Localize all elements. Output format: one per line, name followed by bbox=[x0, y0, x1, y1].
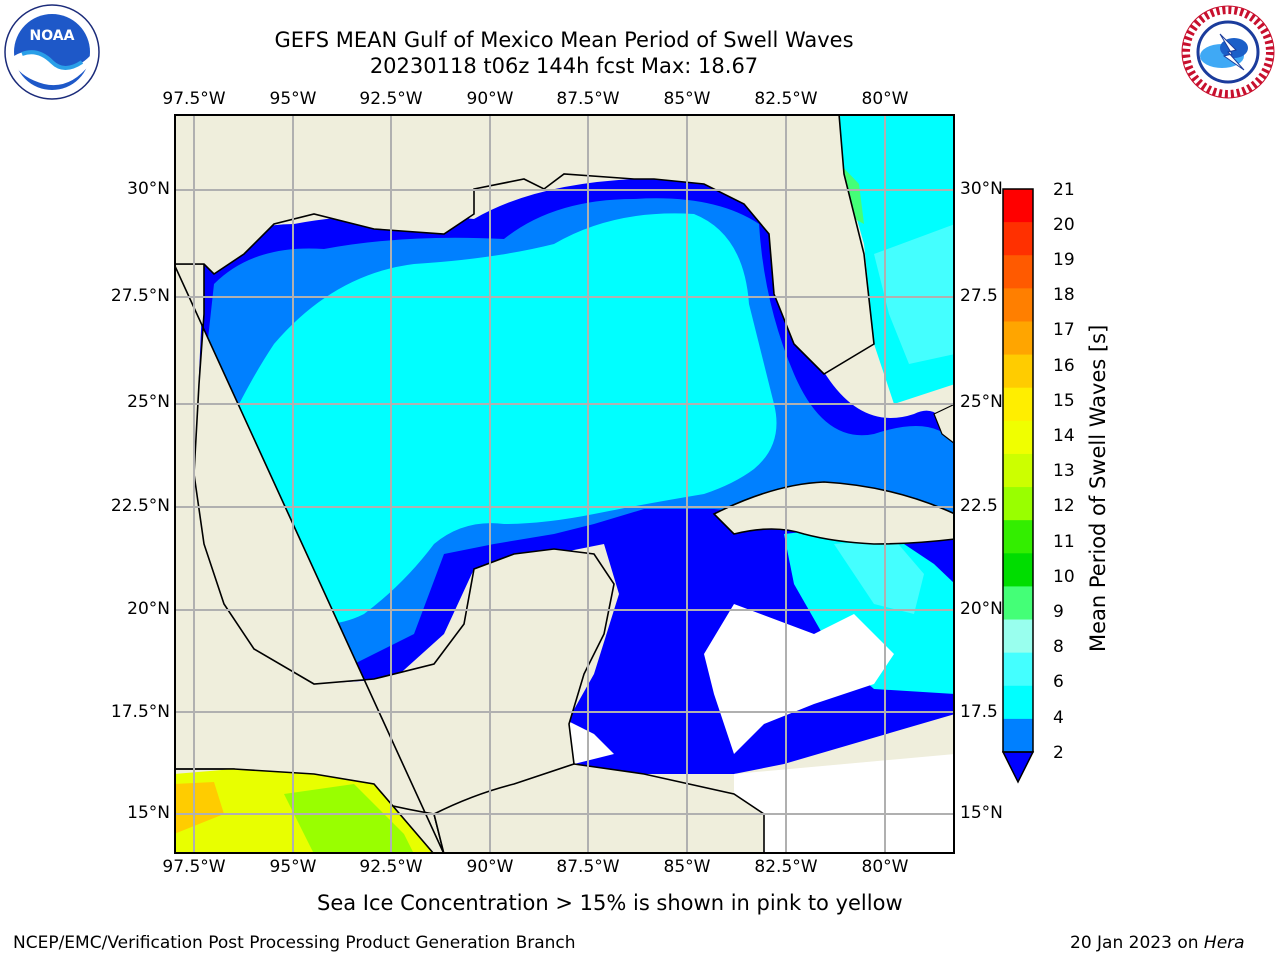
lon-label-bottom: 82.5°W bbox=[754, 857, 818, 877]
noaa-logo-text: NOAA bbox=[30, 28, 75, 44]
land-central-america bbox=[433, 763, 765, 854]
lon-label-top: 82.5°W bbox=[754, 89, 818, 109]
lon-label-top: 92.5°W bbox=[359, 89, 423, 109]
lat-label-left: 27.5°N bbox=[110, 286, 170, 306]
noaa-logo: NOAA bbox=[4, 4, 100, 100]
lon-label-bottom: 92.5°W bbox=[359, 857, 423, 877]
footer-host: Hera bbox=[1203, 933, 1245, 953]
lon-label-bottom: 97.5°W bbox=[162, 857, 226, 877]
lon-label-top: 80°W bbox=[861, 89, 909, 109]
colorbar-tick: 19 bbox=[1053, 250, 1075, 270]
colorbar-segment bbox=[1003, 652, 1033, 687]
colorbar-segment bbox=[1003, 718, 1033, 753]
map-border bbox=[174, 114, 955, 854]
pacific-swell-16-17s bbox=[174, 782, 224, 834]
colorbar-segment bbox=[1003, 222, 1033, 256]
lat-label-left: 30°N bbox=[127, 179, 170, 199]
colorbar-tick: 4 bbox=[1053, 708, 1064, 728]
lat-label-right: 22.5 bbox=[960, 496, 998, 516]
colorbar-tick: 14 bbox=[1053, 426, 1075, 446]
colorbar-segment bbox=[1003, 685, 1033, 720]
colorbar-segment bbox=[1003, 420, 1033, 455]
map-title-line1: GEFS MEAN Gulf of Mexico Mean Period of … bbox=[274, 28, 854, 52]
colorbar-segment bbox=[1003, 453, 1033, 488]
colorbar-tick: 2 bbox=[1053, 743, 1064, 763]
colorbar-tick: 8 bbox=[1053, 637, 1064, 657]
sea-ice-note: Sea Ice Concentration > 15% is shown in … bbox=[317, 891, 903, 915]
colorbar-tick: 13 bbox=[1053, 461, 1075, 481]
lon-label-top: 95°W bbox=[269, 89, 317, 109]
footer-date-text: 20 Jan 2023 on bbox=[1070, 933, 1204, 953]
lat-label-right: 25°N bbox=[960, 392, 1003, 412]
colorbar-segment bbox=[1003, 321, 1033, 356]
colorbar-tick: 9 bbox=[1053, 602, 1064, 622]
map-panel bbox=[174, 114, 955, 854]
land-united-states bbox=[174, 114, 955, 376]
lat-label-right: 27.5 bbox=[960, 286, 998, 306]
lon-label-top: 85°W bbox=[663, 89, 711, 109]
map-title-line2: 20230118 t06z 144h fcst Max: 18.67 bbox=[369, 54, 759, 78]
lon-label-bottom: 87.5°W bbox=[556, 857, 620, 877]
colorbar-tick: 21 bbox=[1053, 180, 1075, 200]
lat-label-right: 17.5 bbox=[960, 702, 998, 722]
colorbar-segment bbox=[1003, 553, 1033, 587]
lon-label-top: 90°W bbox=[466, 89, 514, 109]
pacific-swell-12-13s bbox=[284, 784, 414, 854]
land-cuba bbox=[712, 481, 955, 545]
lat-label-right: 30°N bbox=[960, 179, 1003, 199]
colorbar-segment bbox=[1003, 354, 1033, 389]
colorbar-label: Mean Period of Swell Waves [s] bbox=[1086, 324, 1110, 652]
colorbar-segment bbox=[1003, 189, 1033, 223]
colorbar-tick: 10 bbox=[1053, 567, 1075, 587]
colorbar-segment bbox=[1003, 520, 1033, 554]
colorbar-tick: 20 bbox=[1053, 215, 1075, 235]
no-data-area bbox=[734, 754, 955, 854]
lat-label-left: 25°N bbox=[127, 392, 170, 412]
colorbar-tick: 15 bbox=[1053, 391, 1075, 411]
footer-credit: NCEP/EMC/Verification Post Processing Pr… bbox=[13, 933, 576, 953]
gulf-swell-6-8s bbox=[214, 213, 777, 624]
colorbar-tick: 16 bbox=[1053, 356, 1075, 376]
atlantic-swell-8-9s bbox=[874, 224, 955, 364]
colorbar-segment bbox=[1003, 387, 1033, 422]
colorbar-tick: 17 bbox=[1053, 320, 1075, 340]
caribbean-swell-8-9s bbox=[834, 539, 924, 614]
colorbar-tick: 11 bbox=[1053, 532, 1075, 552]
footer-date: 20 Jan 2023 on Hera bbox=[1070, 933, 1245, 953]
land-coast-pacific bbox=[174, 768, 435, 854]
lon-label-top: 97.5°W bbox=[162, 89, 226, 109]
colorbar-tick: 12 bbox=[1053, 496, 1075, 516]
colorbar-segment bbox=[1003, 255, 1033, 289]
colorbar bbox=[1002, 188, 1035, 784]
lat-label-left: 15°N bbox=[127, 803, 170, 823]
lon-label-bottom: 90°W bbox=[466, 857, 514, 877]
colorbar-segment bbox=[1003, 586, 1033, 621]
lat-label-left: 20°N bbox=[127, 599, 170, 619]
lat-label-right: 15°N bbox=[960, 803, 1003, 823]
colorbar-segment bbox=[1003, 619, 1033, 654]
colorbar-border bbox=[1002, 188, 1034, 753]
colorbar-tick: 6 bbox=[1053, 672, 1064, 692]
lon-label-bottom: 95°W bbox=[269, 857, 317, 877]
lat-label-left: 22.5°N bbox=[110, 496, 170, 516]
no-data-area bbox=[704, 604, 894, 754]
colorbar-extension bbox=[1002, 751, 1035, 784]
colorbar-segment bbox=[1003, 487, 1033, 521]
colorbar-tick: 18 bbox=[1053, 285, 1075, 305]
lon-label-bottom: 80°W bbox=[861, 857, 909, 877]
lat-label-right: 20°N bbox=[960, 599, 1003, 619]
colorbar-segment bbox=[1003, 288, 1033, 322]
nws-logo bbox=[1180, 4, 1276, 100]
land-bahamas bbox=[933, 403, 955, 445]
lon-label-top: 87.5°W bbox=[556, 89, 620, 109]
graticule bbox=[174, 114, 955, 854]
lat-label-left: 17.5°N bbox=[110, 702, 170, 722]
lon-label-bottom: 85°W bbox=[663, 857, 711, 877]
